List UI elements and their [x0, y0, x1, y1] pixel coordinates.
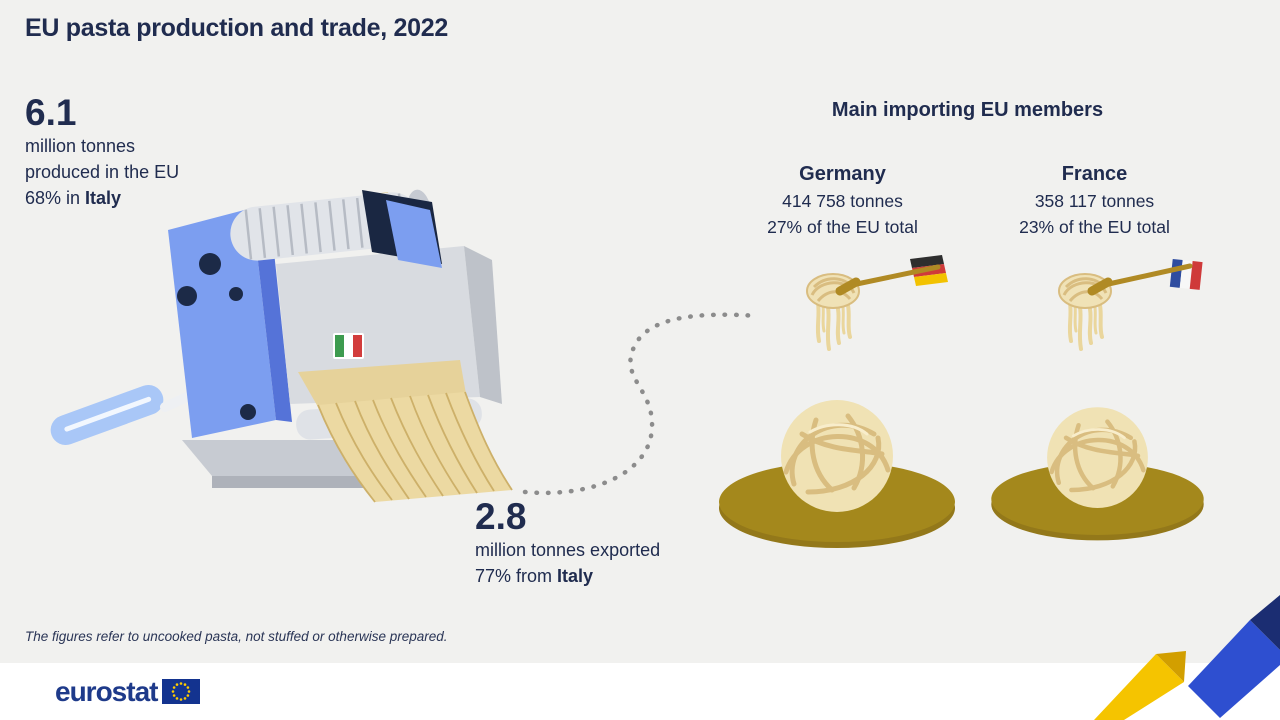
france-tonnes: 358 117 tonnes	[1034, 191, 1155, 211]
france-pasta-plate-icon	[991, 407, 1204, 541]
production-value: 6.1	[25, 92, 77, 133]
exports-share: 77% from Italy	[475, 565, 594, 586]
eurostat-ribbon-decoration	[1094, 595, 1280, 720]
production-stat-block: 6.1 million tonnes produced in the EU 68…	[25, 92, 180, 211]
germany-pasta-plate-icon	[719, 400, 955, 548]
footer-bar: eurostat	[0, 663, 1280, 720]
production-share: 68% in Italy	[25, 188, 122, 209]
eu-flag-icon	[162, 679, 201, 704]
exports-unit: million tonnes exported	[475, 539, 661, 560]
france-label: France	[1061, 163, 1128, 185]
germany-label: Germany	[799, 163, 886, 185]
production-unit: million tonnes	[25, 135, 136, 156]
exports-stat-block: 2.8 million tonnes exported 77% from Ita…	[475, 496, 661, 589]
page-title: EU pasta production and trade, 2022	[25, 14, 448, 42]
france-fork-flag-icon	[1058, 258, 1203, 351]
germany-tonnes: 414 758 tonnes	[782, 191, 903, 211]
production-scope: produced in the EU	[25, 161, 180, 182]
germany-stat-block: Germany 414 758 tonnes 27% of the EU tot…	[730, 161, 955, 241]
footnote: The figures refer to uncooked pasta, not…	[25, 629, 448, 644]
importers-heading: Main importing EU members	[831, 99, 1104, 121]
france-stat-block: France 358 117 tonnes 23% of the EU tota…	[982, 161, 1207, 241]
eurostat-wordmark: eurostat	[55, 675, 158, 707]
pasta-machine-illustration	[50, 189, 513, 503]
germany-share: 27% of the EU total	[767, 217, 918, 238]
exports-value: 2.8	[475, 496, 527, 537]
eurostat-logo: eurostat	[55, 675, 201, 708]
germany-fork-flag-icon	[806, 255, 948, 351]
france-share: 23% of the EU total	[1019, 217, 1170, 238]
